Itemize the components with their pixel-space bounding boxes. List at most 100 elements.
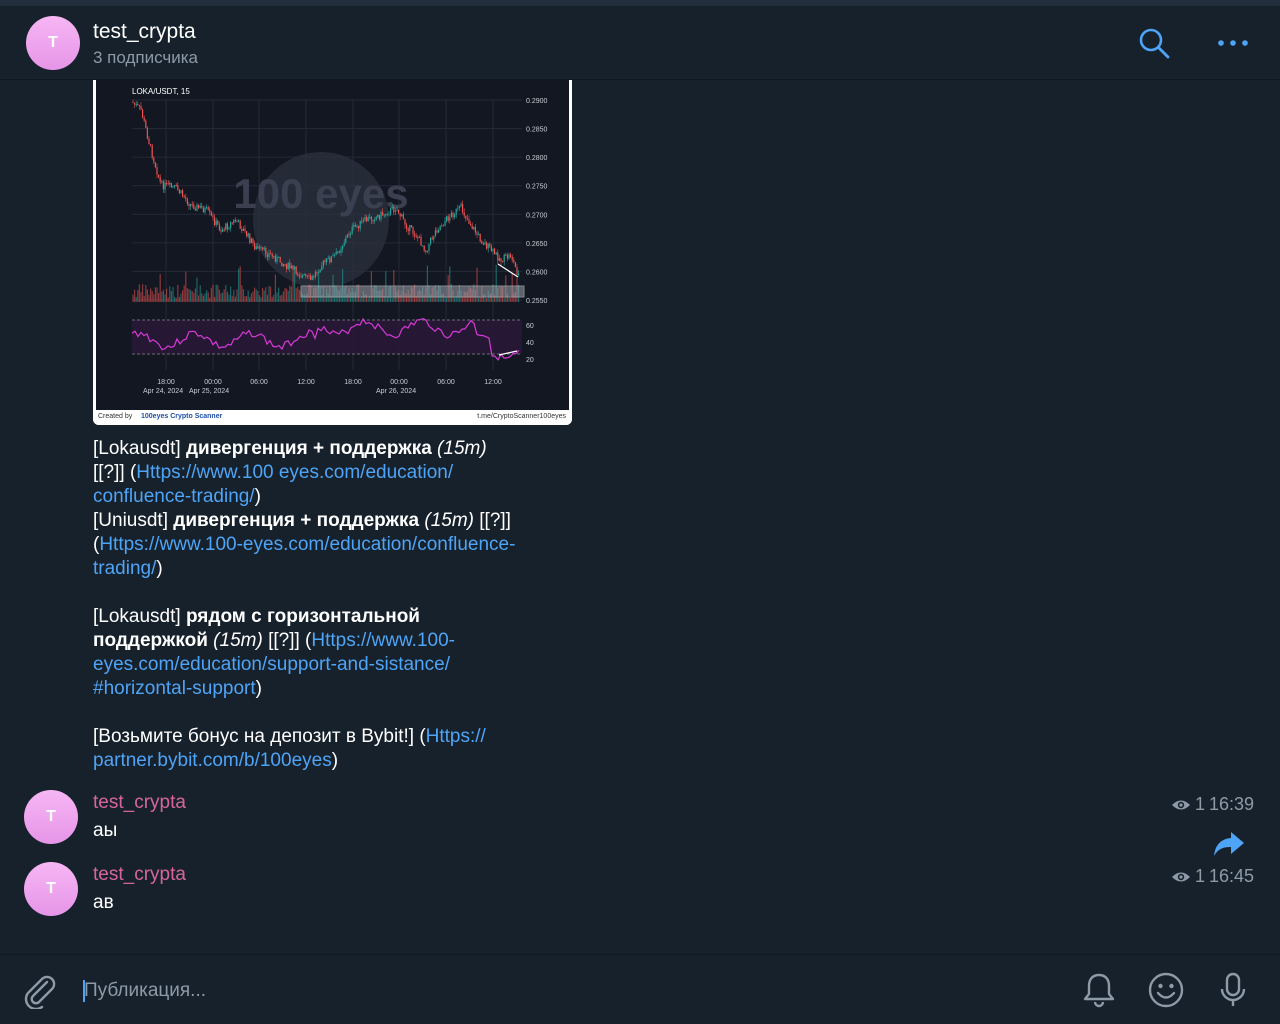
price-tick-label: 0.2600 [526,269,548,276]
candle-body [231,222,233,224]
candle-body [382,212,384,216]
bell-icon[interactable] [1080,971,1118,1009]
post-bold: дивергенция + поддержка [185,438,432,459]
candle-body [143,117,145,121]
candle-body [262,247,264,250]
candle-body [226,223,228,230]
candle-body [242,228,244,231]
time-tick-label: 06:00 [437,379,455,386]
search-icon[interactable] [1137,26,1171,60]
volume-bar [441,294,443,302]
volume-bar [188,289,190,302]
post-link[interactable]: #horizontal-support [93,678,256,699]
volume-bar [159,274,161,302]
subscriber-count: 3 подписчика [93,48,199,67]
message-author[interactable]: test_crypta [93,864,186,885]
candle-body [471,225,473,230]
author-avatar[interactable]: T [24,790,78,844]
candle-body [222,229,224,232]
candle-body [286,264,288,269]
post-text-fragment: [Uniusdt] [93,510,174,531]
candle-body [225,223,227,230]
volume-bar [146,289,148,302]
author-avatar[interactable]: T [24,862,78,916]
volume-bar [140,292,142,302]
candle-body [452,212,454,218]
post-link[interactable]: trading/ [93,558,157,579]
post-link[interactable]: partner.bybit.com/b/100eyes [93,750,332,771]
channel-title[interactable]: test_crypta [93,20,196,43]
volume-bar [270,286,272,302]
chart-image[interactable]: 100 eyes LOKA/USDT, 15 0.2900 0.2850 0.280… [93,80,572,425]
candle-body [479,233,481,242]
candle-body [442,225,444,227]
attach-icon[interactable] [20,971,58,1009]
candle-body [159,177,161,182]
more-options-icon[interactable] [1216,26,1250,60]
price-chart: 100 eyes LOKA/USDT, 15 0.2900 0.2850 0.280… [131,87,548,395]
candle-body [393,206,395,212]
time-tick-label: 12:00 [484,379,502,386]
volume-bar [145,285,147,302]
volume-bar [154,287,156,302]
post-line: confluence-trading/) [93,485,583,509]
candle-body [273,255,275,257]
post-body: [Lokausdt] дивергенция + поддержка (15m)… [93,437,583,773]
post-link[interactable]: eyes.com/education/support-and-sistance/ [93,654,450,675]
channel-header[interactable]: T test_crypta 3 подписчика [0,6,1280,80]
candle-body [487,243,489,249]
candle-body [332,255,334,257]
composer-bar [0,954,1280,1024]
post-link[interactable]: Https://www.100-eyes.com/education/confl… [99,534,516,555]
candle-body [204,207,206,213]
volume-bar [254,287,256,302]
message-input[interactable] [82,973,1046,1009]
message-item[interactable]: T test_crypta ав 1 16:45 [0,860,1280,930]
candle-body [294,266,296,269]
volume-bar [510,297,512,302]
volume-bar [279,295,281,302]
candle-body [218,224,220,231]
post-line: partner.bybit.com/b/100eyes) [93,749,583,773]
candle-body [190,204,192,207]
post-bold: рядом с горизонтальной [185,606,420,627]
post-bold: дивергенция + поддержка [173,510,420,531]
candle-body [236,221,238,223]
candle-body [377,214,379,217]
message-feed[interactable]: 100 eyes LOKA/USDT, 15 0.2900 0.2850 0.280… [0,80,1280,954]
candle-body [510,254,512,257]
message-time: 16:39 [1208,794,1254,814]
forward-icon[interactable] [1213,830,1245,858]
candle-body [329,257,331,263]
volume-bar [217,285,219,302]
time-tick-label: 18:00 [344,379,362,386]
candle-body [186,199,188,205]
volume-bar [265,287,267,302]
post-link[interactable]: confluence-trading/ [93,486,255,507]
volume-bar [426,265,428,302]
volume-bar [286,288,288,302]
message-item[interactable]: T test_crypta аы 1 16:39 [0,788,1280,858]
volume-bar [273,294,275,302]
volume-bar [423,295,425,302]
microphone-icon[interactable] [1214,971,1252,1009]
candle-body [494,248,496,255]
channel-avatar[interactable]: T [26,16,80,70]
post-link[interactable]: Https://www.100- [311,630,455,651]
price-tick-label: 0.2800 [526,155,548,162]
post-link[interactable]: Https:// [425,726,486,747]
volume-bar [297,286,299,302]
message-author[interactable]: test_crypta [93,792,186,813]
price-tick-label: 0.2750 [526,184,548,191]
volume-bar [324,296,326,302]
candle-body [140,105,142,110]
volume-bar [462,296,464,302]
post-link[interactable]: Https://www.100 eyes.com/education/ [136,462,454,483]
time-tick-label: 18:00 [157,379,175,386]
candle-body [426,250,428,252]
candle-body [449,216,451,221]
candle-body [406,224,408,229]
volume-bar [391,297,393,302]
emoji-icon[interactable] [1147,971,1185,1009]
volume-bar [150,288,152,302]
